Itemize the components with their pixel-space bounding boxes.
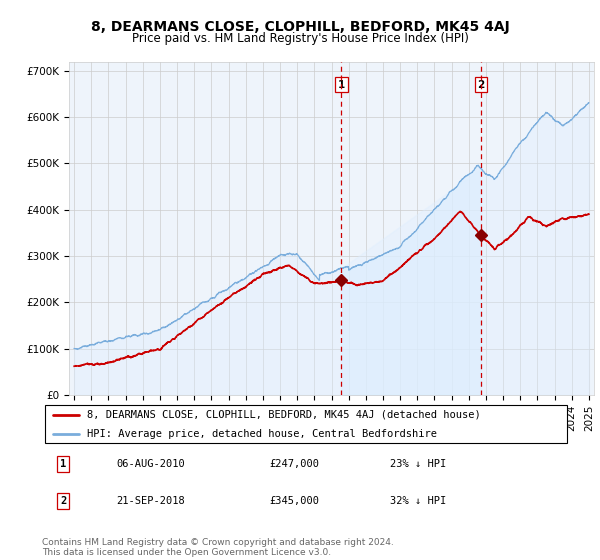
Text: 32% ↓ HPI: 32% ↓ HPI xyxy=(391,496,447,506)
Text: 2: 2 xyxy=(478,80,485,90)
Text: 23% ↓ HPI: 23% ↓ HPI xyxy=(391,459,447,469)
Text: HPI: Average price, detached house, Central Bedfordshire: HPI: Average price, detached house, Cent… xyxy=(87,429,437,439)
FancyBboxPatch shape xyxy=(44,405,568,443)
Text: 21-SEP-2018: 21-SEP-2018 xyxy=(116,496,185,506)
Text: 8, DEARMANS CLOSE, CLOPHILL, BEDFORD, MK45 4AJ: 8, DEARMANS CLOSE, CLOPHILL, BEDFORD, MK… xyxy=(91,20,509,34)
Text: Price paid vs. HM Land Registry's House Price Index (HPI): Price paid vs. HM Land Registry's House … xyxy=(131,31,469,45)
Text: 1: 1 xyxy=(338,80,345,90)
Text: Contains HM Land Registry data © Crown copyright and database right 2024.
This d: Contains HM Land Registry data © Crown c… xyxy=(42,538,394,557)
Text: 8, DEARMANS CLOSE, CLOPHILL, BEDFORD, MK45 4AJ (detached house): 8, DEARMANS CLOSE, CLOPHILL, BEDFORD, MK… xyxy=(87,409,481,419)
Text: 06-AUG-2010: 06-AUG-2010 xyxy=(116,459,185,469)
Text: 1: 1 xyxy=(60,459,66,469)
Text: 2: 2 xyxy=(60,496,66,506)
Text: £247,000: £247,000 xyxy=(269,459,319,469)
Text: £345,000: £345,000 xyxy=(269,496,319,506)
